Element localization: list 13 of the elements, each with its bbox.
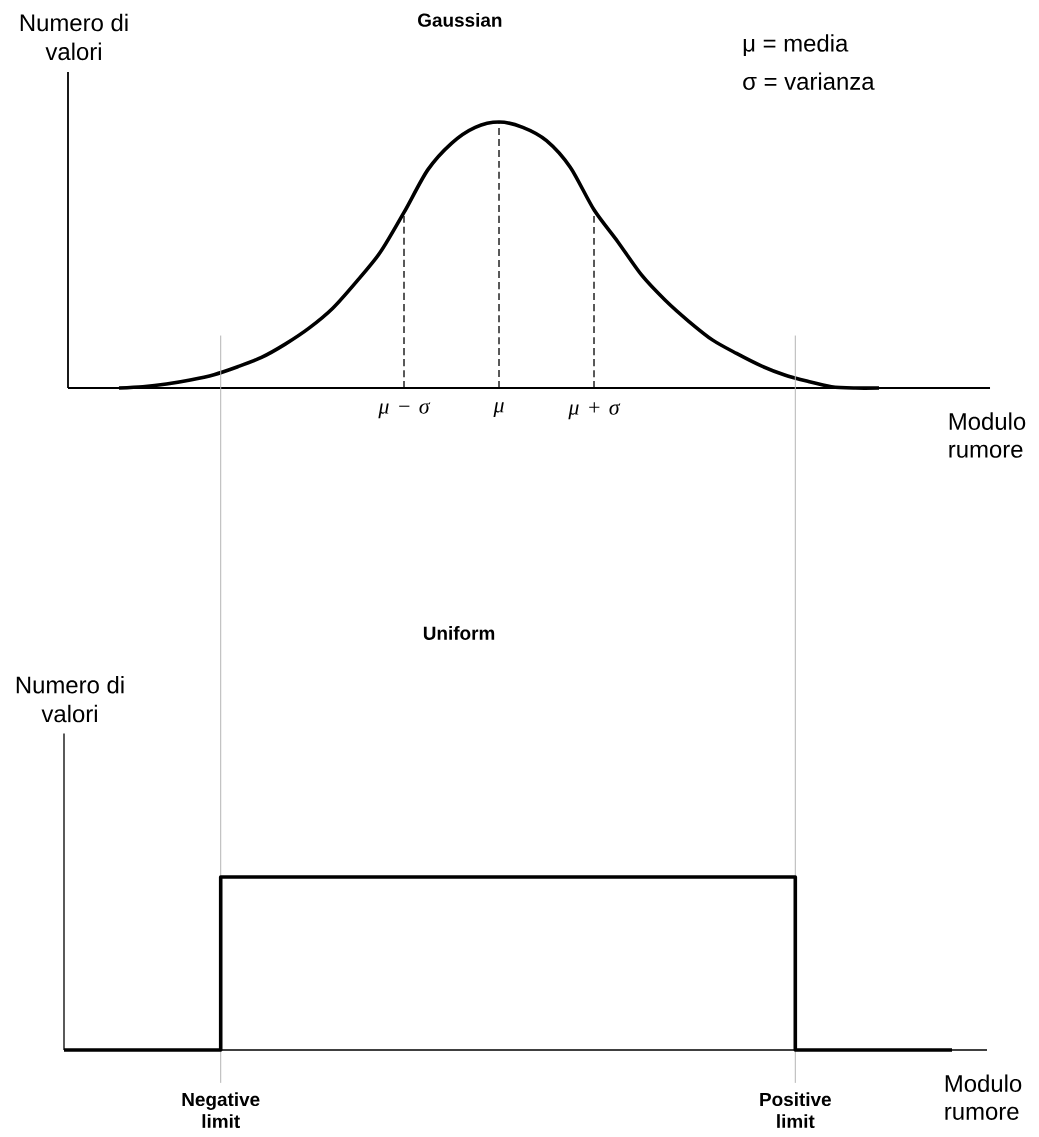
text: σ = varianza <box>743 72 875 90</box>
x-tick-label: μ + σ <box>568 402 621 420</box>
x-tick-label: μ <box>493 402 504 417</box>
y-axis-title: Numero di valori <box>16 675 124 723</box>
chart-title: Uniform <box>423 626 495 640</box>
text: μ = media <box>743 34 849 57</box>
y-axis-title: Numero di valori <box>20 13 128 61</box>
x-axis-title: Modulo rumore <box>945 1074 1022 1120</box>
x-tick-label: μ − σ <box>378 402 431 419</box>
x-tick-label: Negative limit <box>182 1092 260 1129</box>
x-tick-label: Positive limit <box>760 1092 831 1129</box>
chart-title: Gaussian <box>418 12 502 27</box>
x-axis-title: Modulo rumore <box>949 412 1026 458</box>
